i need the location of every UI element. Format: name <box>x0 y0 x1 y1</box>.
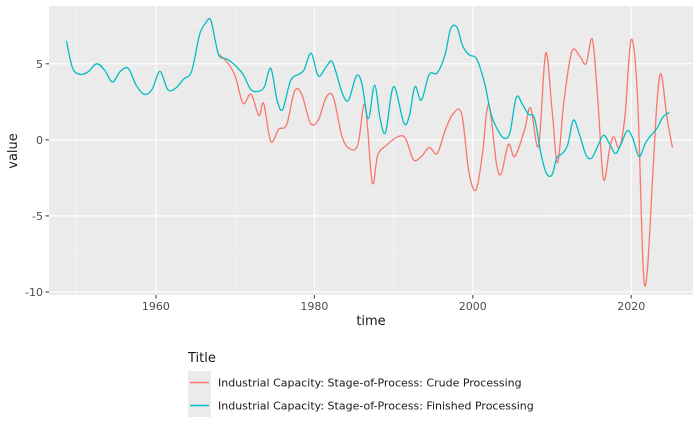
series-layer <box>65 17 674 288</box>
legend-title: Title <box>187 351 216 366</box>
x-tick-label: 1980 <box>300 300 328 313</box>
legend-item-finished: Industrial Capacity: Stage-of-Process: F… <box>188 394 534 417</box>
y-tick-label: -5 <box>32 210 43 223</box>
legend-label-crude: Industrial Capacity: Stage-of-Process: C… <box>218 377 522 390</box>
legend-item-crude: Industrial Capacity: Stage-of-Process: C… <box>188 371 522 394</box>
y-tick-label: 0 <box>36 134 43 147</box>
y-tick-label: -10 <box>25 286 43 299</box>
x-tick-label: 2000 <box>459 300 487 313</box>
y-tick-label: 5 <box>36 58 43 71</box>
y-axis-title: value <box>6 133 21 169</box>
x-tick-label: 1960 <box>142 300 170 313</box>
x-tick-label: 2020 <box>617 300 645 313</box>
y-axis: -10 -5 0 5 <box>25 58 49 299</box>
legend-label-finished: Industrial Capacity: Stage-of-Process: F… <box>218 400 534 413</box>
x-axis: 1960 1980 2000 2020 <box>142 295 645 313</box>
series-line-finished-processing <box>65 17 670 178</box>
x-axis-title: time <box>356 314 385 329</box>
legend: Title Industrial Capacity: Stage-of-Proc… <box>187 351 534 417</box>
